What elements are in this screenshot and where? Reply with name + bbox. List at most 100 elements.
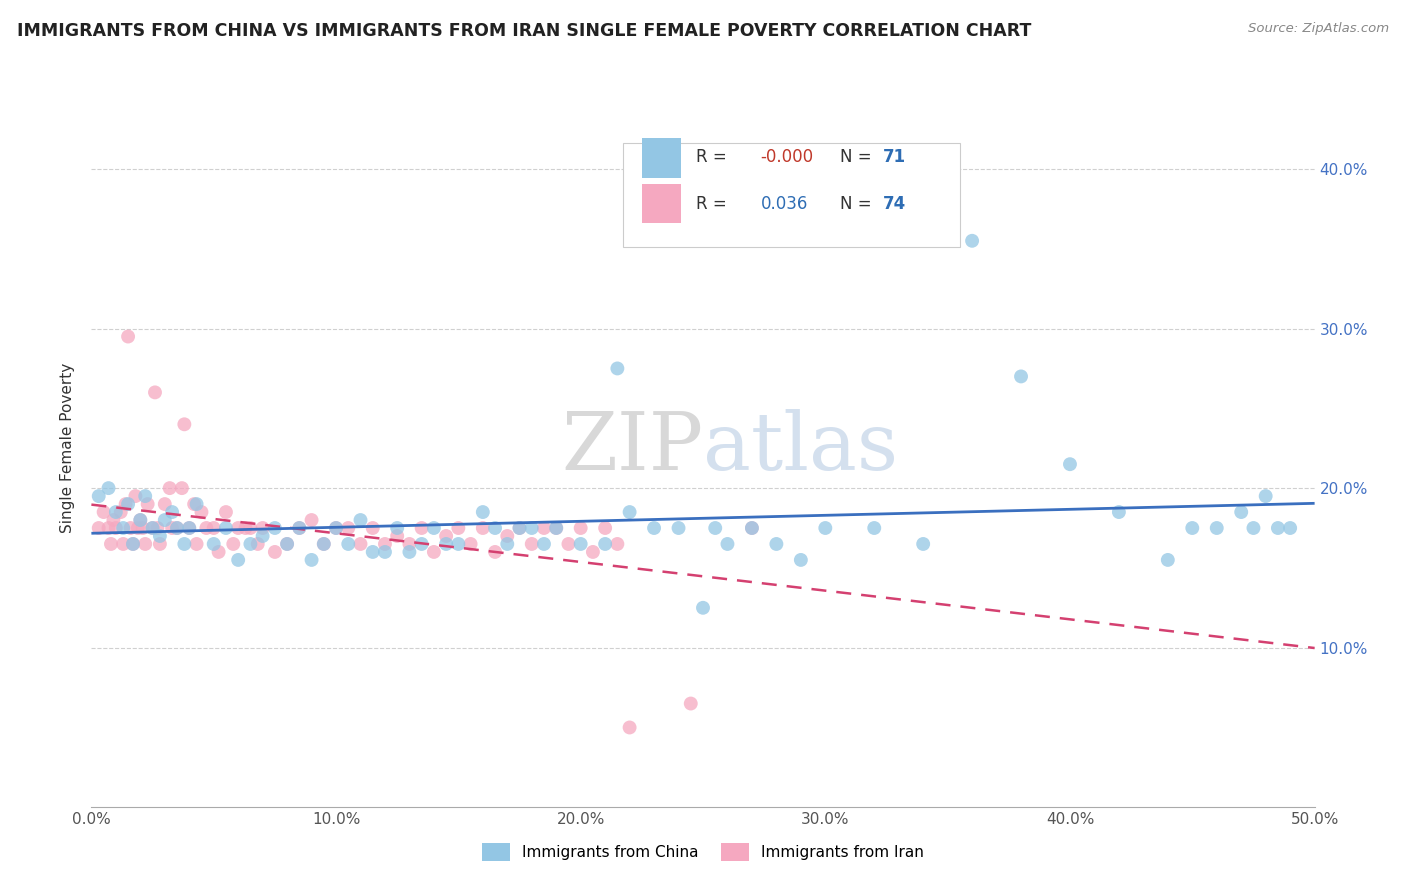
Point <box>246 537 269 551</box>
Point <box>97 521 120 535</box>
Point <box>127 521 149 535</box>
Point <box>374 545 396 559</box>
Point <box>143 385 166 400</box>
FancyBboxPatch shape <box>643 138 681 178</box>
Point <box>104 521 127 535</box>
Text: Source: ZipAtlas.com: Source: ZipAtlas.com <box>1249 22 1389 36</box>
Point <box>276 537 298 551</box>
Point <box>112 521 135 535</box>
Point <box>1243 521 1265 535</box>
Text: ZIP: ZIP <box>561 409 703 487</box>
Point <box>166 521 188 535</box>
Point <box>160 505 183 519</box>
Point <box>1279 521 1302 535</box>
Text: N =: N = <box>839 195 872 213</box>
Point <box>349 537 371 551</box>
Point <box>120 521 142 535</box>
Text: 74: 74 <box>883 195 905 213</box>
Point <box>173 537 195 551</box>
Point <box>593 521 616 535</box>
Point <box>222 537 245 551</box>
Point <box>264 545 287 559</box>
Point <box>434 529 457 543</box>
Point <box>252 529 274 543</box>
Point <box>159 481 181 495</box>
Point <box>385 529 409 543</box>
Point <box>471 505 494 519</box>
Point <box>423 545 446 559</box>
Point <box>129 513 152 527</box>
Point <box>484 545 506 559</box>
Point <box>301 513 323 527</box>
Point <box>288 521 311 535</box>
Point <box>912 537 935 551</box>
Point <box>215 521 238 535</box>
Point <box>593 537 616 551</box>
Point <box>117 329 139 343</box>
Point <box>190 505 212 519</box>
Point <box>546 521 568 535</box>
Point <box>149 537 172 551</box>
Text: -0.000: -0.000 <box>761 148 814 167</box>
Point <box>160 521 183 535</box>
Point <box>149 529 172 543</box>
Point <box>460 537 482 551</box>
Point <box>557 537 579 551</box>
Point <box>790 553 813 567</box>
Point <box>361 545 384 559</box>
Point <box>484 521 506 535</box>
Point <box>207 545 229 559</box>
Point <box>122 537 145 551</box>
Point <box>325 521 347 535</box>
Point <box>288 521 311 535</box>
Point <box>252 521 274 535</box>
Point <box>87 521 110 535</box>
Point <box>704 521 727 535</box>
Point <box>110 505 132 519</box>
Point <box>186 537 208 551</box>
Point <box>863 521 886 535</box>
Point <box>1267 521 1289 535</box>
Point <box>349 513 371 527</box>
Point <box>619 505 641 519</box>
Point <box>103 513 125 527</box>
Point <box>276 537 298 551</box>
Point <box>411 537 433 551</box>
Point <box>122 537 145 551</box>
Point <box>741 521 763 535</box>
Point <box>471 521 494 535</box>
Point <box>716 537 738 551</box>
Point <box>619 721 641 735</box>
Point <box>398 545 420 559</box>
Text: R =: R = <box>696 148 727 167</box>
Point <box>186 497 208 511</box>
Point <box>582 545 605 559</box>
Point <box>173 417 195 432</box>
Point <box>195 521 218 535</box>
Point <box>606 537 628 551</box>
Text: R =: R = <box>696 195 727 213</box>
Point <box>202 521 225 535</box>
Point <box>239 521 262 535</box>
Point <box>141 521 163 535</box>
Point <box>153 497 176 511</box>
Point <box>643 521 665 535</box>
Point <box>312 537 335 551</box>
Point <box>606 361 628 376</box>
Point <box>132 521 155 535</box>
Point <box>496 537 519 551</box>
Point <box>134 537 156 551</box>
Point <box>814 521 837 535</box>
Point <box>146 521 169 535</box>
Point <box>361 521 384 535</box>
Point <box>141 521 163 535</box>
Point <box>1010 369 1032 384</box>
Text: N =: N = <box>839 148 872 167</box>
Point <box>496 529 519 543</box>
FancyBboxPatch shape <box>643 184 681 224</box>
Point <box>87 489 110 503</box>
Point <box>741 521 763 535</box>
Point <box>668 521 690 535</box>
Point <box>226 553 249 567</box>
Point <box>374 537 396 551</box>
